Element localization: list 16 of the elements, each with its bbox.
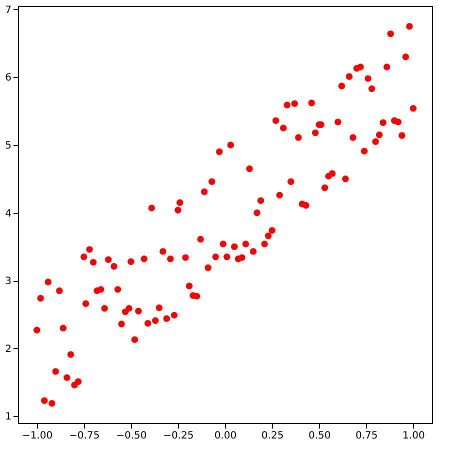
x-tick-label: 0.25 (261, 430, 284, 442)
x-tick-label: −0.75 (69, 430, 100, 442)
y-tick-label: 3 (5, 276, 12, 288)
x-tick-label: 0.50 (308, 430, 331, 442)
x-tick-label: 0.00 (214, 430, 237, 442)
x-tick-label: −0.25 (163, 430, 194, 442)
x-tick-label: −0.50 (116, 430, 147, 442)
y-tick-label: 6 (5, 72, 12, 84)
y-tick-label: 2 (5, 344, 12, 355)
y-tick-label: 7 (5, 4, 12, 16)
y-tick-label: 1 (5, 412, 12, 423)
x-tick-label: −1.00 (22, 430, 53, 442)
y-tick-label: 5 (5, 140, 12, 152)
x-tick-label: 0.75 (356, 430, 378, 442)
y-tick-label: 4 (5, 208, 12, 220)
x-tick-label: 1.00 (402, 430, 425, 442)
